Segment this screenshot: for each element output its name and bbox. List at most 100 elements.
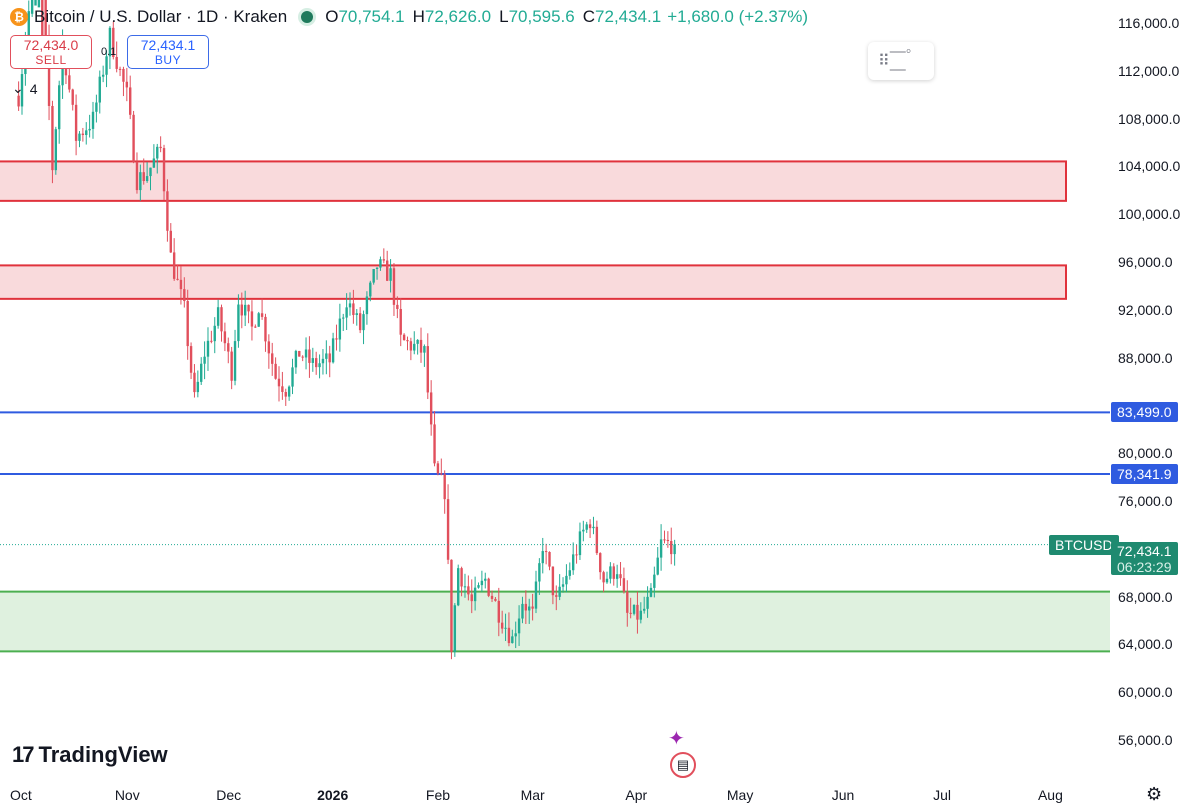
candle-up [517, 618, 521, 634]
candle-down [227, 343, 230, 352]
candle-down [51, 105, 54, 171]
last-price-value: 72,434.1 [1117, 542, 1172, 559]
candle-down [619, 574, 622, 579]
candle-up [609, 566, 612, 579]
drawing-toolbar-widget[interactable]: ⠿ —◦— [868, 42, 934, 80]
time-axis-label: Jul [933, 787, 952, 803]
candle-down [132, 114, 135, 162]
candle-down [409, 341, 413, 351]
candle-up [473, 587, 477, 602]
candle-down [17, 95, 20, 107]
high-label: H [412, 7, 425, 26]
candle-up [457, 568, 460, 606]
tradingview-logo-icon: 17 [12, 742, 35, 767]
candle-up [673, 544, 676, 555]
candle-up [206, 340, 210, 357]
candle-down [548, 551, 551, 567]
symbol-header[interactable]: ₿ Bitcoin / U.S. Dollar · 1D · Kraken O … [10, 6, 814, 28]
low-label: L [499, 7, 509, 26]
price-axis-label: 100,000.0 [1118, 206, 1181, 223]
candle-up [145, 176, 149, 182]
price-axis-label: 116,000.0 [1118, 15, 1180, 31]
indicators-count: 4 [29, 80, 38, 97]
candle-up [413, 343, 416, 351]
price-axis-label: 80,000.0 [1118, 445, 1173, 462]
drag-handle-icon[interactable]: ⠿ [878, 53, 890, 70]
buy-button[interactable]: 72,434.1 BUY [127, 35, 209, 69]
candle-up [321, 358, 325, 364]
candle-down [308, 349, 311, 363]
candle-down [544, 551, 548, 553]
candle-up [639, 610, 643, 620]
candle-up [653, 574, 656, 588]
candle-down [443, 474, 446, 500]
candle-up [331, 338, 335, 363]
candle-up [659, 539, 663, 558]
candle-down [250, 311, 254, 327]
candle-down [142, 172, 145, 182]
candle-up [95, 102, 98, 112]
us-flag-icon[interactable]: ▤ [670, 752, 696, 778]
horizontal-line-tool-icon[interactable]: —◦— [889, 43, 912, 78]
candle-up [91, 111, 95, 129]
candle-down [440, 473, 443, 475]
tradingview-logo[interactable]: 17 TradingView [12, 742, 168, 768]
gear-icon[interactable]: ⚙ [1146, 784, 1163, 804]
candle-up [538, 563, 541, 582]
candle-down [551, 566, 555, 596]
symbol-title[interactable]: Bitcoin / U.S. Dollar · 1D · Kraken [34, 7, 288, 26]
candle-up [389, 268, 392, 281]
candle-down [575, 554, 578, 556]
candle-down [500, 622, 504, 629]
candle-up [291, 367, 294, 387]
price-axis-label: 108,000.0 [1118, 110, 1181, 127]
chevron-down-icon: ⌄ [12, 80, 24, 96]
candle-down [460, 568, 463, 587]
candle-down [392, 268, 396, 305]
price-axis-label: 68,000.0 [1118, 588, 1173, 605]
candle-down [277, 378, 281, 387]
buy-label: BUY [154, 53, 182, 67]
sell-price: 72,434.0 [23, 37, 79, 53]
candle-down [436, 463, 440, 474]
candle-down [172, 252, 176, 279]
candle-up [453, 605, 457, 652]
ai-sparkle-icon[interactable]: ✦ [668, 728, 685, 750]
buy-price: 72,434.1 [140, 37, 196, 53]
candle-up [592, 526, 595, 529]
indicators-toggle[interactable]: ⌄ 4 [12, 80, 38, 97]
candle-up [27, 11, 30, 44]
candle-up [423, 346, 426, 353]
candle-up [463, 586, 467, 588]
candle-down [382, 259, 386, 261]
candle-up [20, 74, 24, 107]
resistance-zone [0, 264, 1067, 300]
candle-up [287, 386, 291, 397]
candle-up [375, 267, 379, 270]
candle-down [281, 386, 284, 392]
spread-value: 0.1 [101, 46, 117, 58]
candle-down [122, 68, 125, 82]
candle-down [254, 326, 257, 328]
candle-down [44, 0, 47, 39]
sell-button[interactable]: 72,434.0 SELL [10, 35, 92, 69]
candle-up [139, 172, 142, 191]
candle-down [47, 38, 51, 106]
price-axis-label: 96,000.0 [1118, 254, 1173, 270]
candle-down [118, 68, 122, 70]
candle-down [247, 304, 250, 312]
resistance-zone [0, 160, 1067, 202]
time-axis-label: Apr [625, 787, 648, 803]
candle-down [169, 230, 172, 253]
candle-up [365, 296, 369, 315]
candle-up [558, 586, 561, 597]
candle-down [68, 75, 71, 90]
candle-down [264, 316, 267, 342]
candle-up [345, 307, 348, 318]
candle-up [342, 317, 345, 319]
candle-up [582, 529, 585, 532]
candle-down [636, 604, 639, 620]
candle-up [372, 269, 375, 283]
candle-down [352, 303, 355, 316]
